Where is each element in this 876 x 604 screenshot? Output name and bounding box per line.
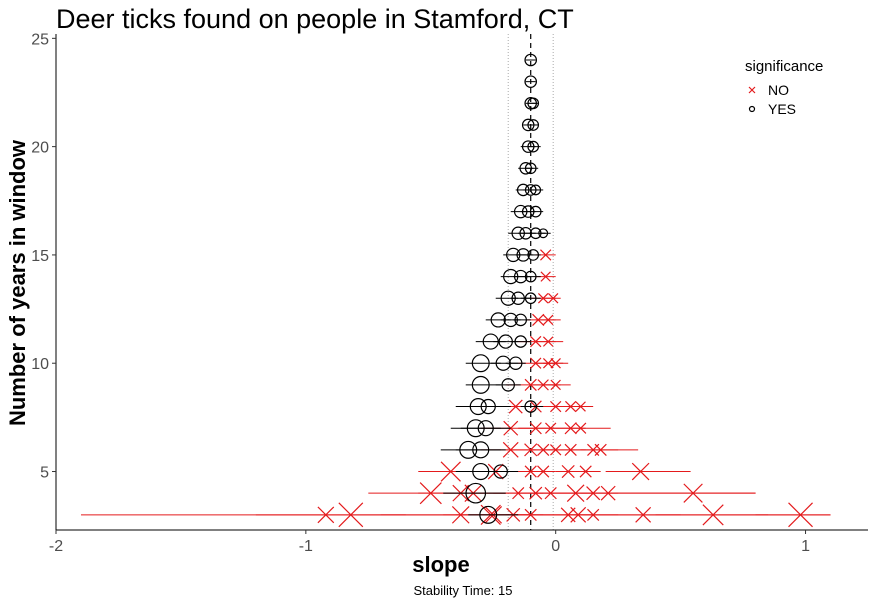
point-yes-27 — [524, 270, 537, 283]
legend-marker-yes — [748, 105, 756, 113]
x-axis-title: slope — [412, 552, 469, 577]
point-no-56 — [542, 314, 554, 326]
point-yes-7 — [477, 420, 494, 437]
point-no-6 — [524, 508, 537, 521]
y-tick-label-10: 10 — [31, 356, 49, 373]
point-yes-44 — [527, 140, 540, 153]
point-no-39 — [545, 422, 557, 434]
point-no-33 — [550, 444, 562, 456]
point-yes-50 — [524, 53, 538, 67]
point-no-52 — [550, 357, 561, 369]
point-yes-21 — [514, 313, 528, 327]
point-yes-10 — [524, 400, 538, 413]
x-tick-label-0: 0 — [551, 538, 560, 555]
point-yes-30 — [527, 249, 540, 261]
point-yes-24 — [524, 292, 537, 305]
y-tick-label-5: 5 — [40, 465, 49, 482]
point-no-28 — [579, 465, 592, 478]
point-yes-1 — [465, 482, 487, 504]
legend-label-yes: YES — [768, 101, 796, 117]
point-yes-3 — [493, 464, 508, 479]
point-no-46 — [575, 401, 586, 412]
point-yes-5 — [472, 441, 490, 459]
x-tick-label-1: 1 — [801, 538, 810, 555]
y-tick-label-20: 20 — [31, 140, 49, 157]
legend: significance NO YES — [745, 58, 823, 117]
legend-label-no: NO — [768, 82, 789, 98]
point-no-49 — [550, 379, 561, 391]
point-yes-46 — [527, 119, 540, 131]
point-yes-9 — [480, 398, 496, 415]
legend-item-yes: YES — [748, 101, 796, 117]
point-no-22 — [683, 483, 703, 503]
point-no-44 — [550, 400, 562, 413]
x-tick-label--2: -2 — [49, 538, 63, 555]
x-tick-label--1: -1 — [299, 538, 313, 555]
point-no-59 — [540, 271, 551, 282]
point-yes-40 — [530, 184, 542, 196]
point-no-18 — [544, 487, 557, 500]
point-yes-11 — [471, 375, 490, 394]
point-no-54 — [542, 336, 554, 347]
point-no-42 — [508, 399, 523, 414]
caption: Stability Time: 15 — [414, 583, 513, 598]
point-yes-48 — [527, 97, 540, 110]
point-yes-34 — [538, 228, 549, 239]
y-tick-label-25: 25 — [31, 31, 49, 48]
point-yes-13 — [471, 354, 490, 373]
point-no-23 — [440, 461, 461, 482]
plot-area: 5 10 15 20 25 -2 -1 0 1 — [31, 31, 868, 555]
y-axis-title: Number of years in window — [5, 139, 30, 426]
point-no-21 — [600, 485, 616, 501]
point-yes-42 — [524, 162, 537, 175]
point-no-11 — [702, 504, 724, 526]
point-yes-12 — [501, 378, 515, 392]
legend-item-no: NO — [748, 82, 789, 98]
point-no-58 — [547, 293, 559, 304]
point-yes-37 — [529, 205, 542, 218]
point-no-26 — [537, 465, 550, 478]
point-yes-15 — [508, 356, 523, 370]
point-yes-49 — [524, 75, 538, 88]
chart-title: Deer ticks found on people in Stamford, … — [56, 4, 574, 34]
point-yes-18 — [514, 335, 528, 348]
point-no-1 — [317, 506, 335, 524]
point-no-12 — [788, 502, 813, 528]
point-no-9 — [587, 508, 600, 521]
y-tick-label-15: 15 — [31, 248, 49, 265]
point-no-60 — [540, 249, 552, 261]
legend-title: significance — [745, 58, 823, 75]
point-yes-0 — [479, 505, 498, 524]
legend-marker-no — [748, 86, 756, 94]
point-no-29 — [631, 462, 650, 481]
point-no-36 — [594, 443, 607, 456]
point-no-16 — [512, 487, 525, 500]
point-no-10 — [635, 506, 652, 523]
point-no-41 — [575, 422, 587, 434]
